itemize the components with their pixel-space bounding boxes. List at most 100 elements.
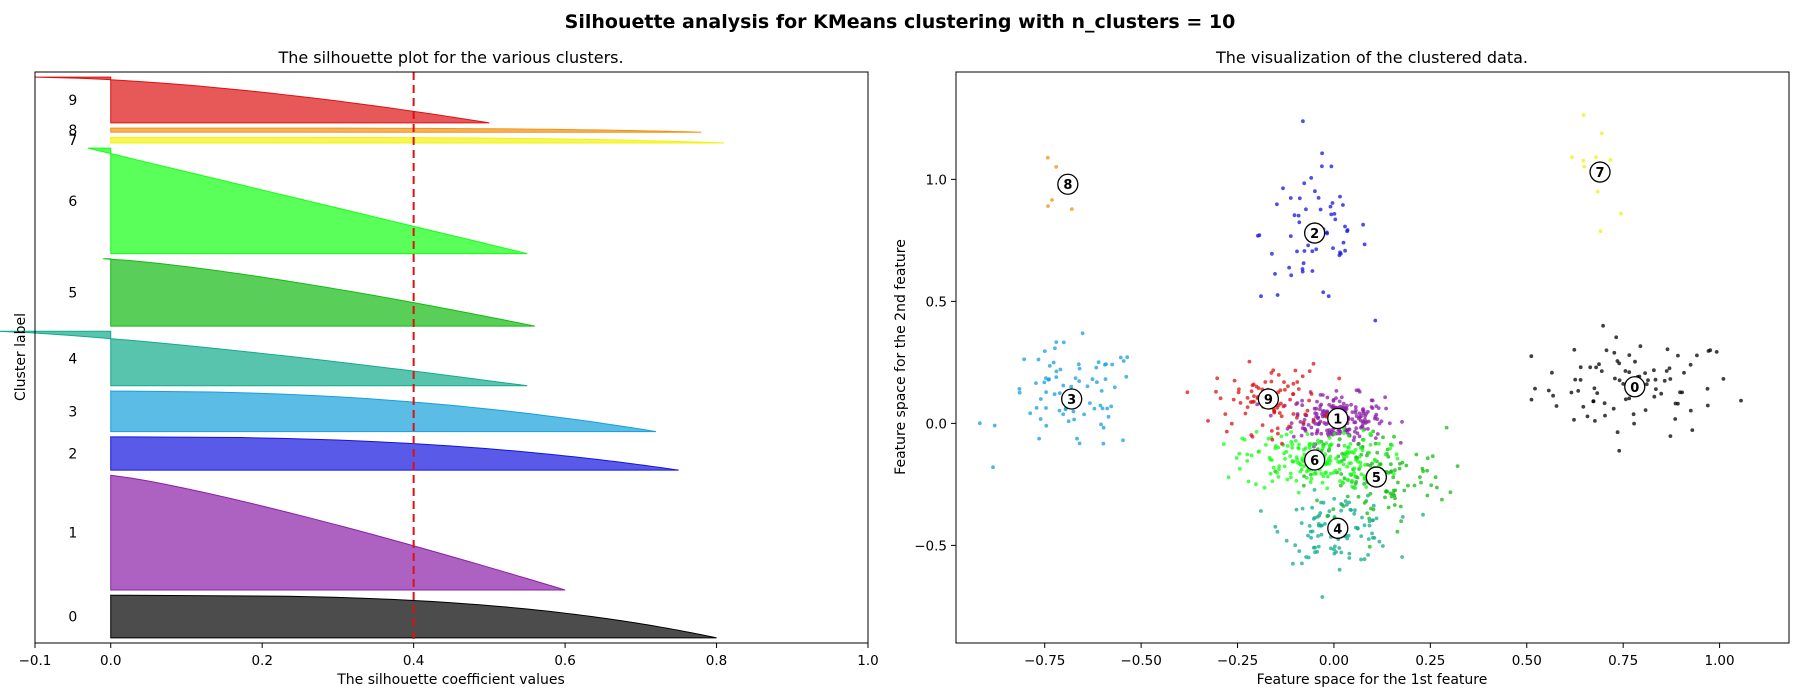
scatter-point-cluster-4 — [1349, 508, 1353, 512]
scatter-point-cluster-9 — [1249, 433, 1254, 437]
scatter-point-cluster-7 — [1595, 189, 1600, 194]
scatter-point-cluster-4 — [1337, 567, 1342, 572]
scatter-point-cluster-9 — [1232, 378, 1237, 383]
scatter-point-cluster-9 — [1293, 368, 1298, 373]
scatter-point-cluster-4 — [1291, 561, 1295, 566]
scatter-point-cluster-2 — [1310, 269, 1315, 273]
scatter-point-cluster-0 — [1550, 370, 1554, 375]
scatter-point-cluster-9 — [1269, 379, 1274, 384]
scatter-point-cluster-1 — [1369, 405, 1374, 409]
scatter-point-cluster-3 — [1071, 409, 1076, 414]
scatter-point-cluster-3 — [1038, 417, 1043, 421]
scatter-point-cluster-6 — [1332, 431, 1337, 436]
scatter-point-cluster-0 — [1627, 353, 1632, 357]
silhouette-cluster-label-0: 0 — [68, 610, 77, 626]
scatter-point-cluster-6 — [1361, 437, 1366, 442]
scatter-point-cluster-1 — [1366, 419, 1371, 424]
scatter-point-cluster-7 — [1598, 229, 1603, 234]
scatter-point-cluster-2 — [1328, 204, 1333, 209]
scatter-point-cluster-5 — [1345, 494, 1350, 499]
scatter-point-cluster-6 — [1254, 430, 1259, 434]
scatter-point-cluster-2 — [1270, 251, 1274, 256]
scatter-point-cluster-6 — [1266, 436, 1271, 441]
scatter-point-cluster-0 — [1682, 370, 1686, 375]
scatter-point-cluster-1 — [1359, 414, 1363, 419]
scatter-point-cluster-9 — [1278, 388, 1283, 393]
scatter-point-cluster-5 — [1301, 483, 1306, 488]
silhouette-plot-title: The silhouette plot for the various clus… — [277, 48, 623, 67]
scatter-x-tick-label: 0.50 — [1512, 653, 1542, 669]
scatter-point-cluster-5 — [1383, 495, 1387, 500]
scatter-point-cluster-1 — [1339, 404, 1343, 409]
scatter-point-cluster-6 — [1334, 456, 1338, 461]
cluster-center-marker-7 — [1589, 161, 1611, 183]
silhouette-cluster-7 — [110, 136, 725, 144]
scatter-point-cluster-0 — [1652, 368, 1656, 373]
scatter-point-cluster-9 — [1238, 401, 1243, 405]
scatter-point-cluster-0 — [1576, 389, 1581, 393]
scatter-point-cluster-3 — [1042, 380, 1047, 385]
scatter-point-cluster-3 — [1037, 436, 1041, 441]
cluster-center-label-4: 4 — [1333, 522, 1342, 537]
scatter-point-cluster-3 — [1118, 355, 1123, 360]
scatter-point-cluster-4 — [1300, 506, 1305, 511]
scatter-point-cluster-2 — [1313, 189, 1317, 194]
scatter-point-cluster-1 — [1321, 393, 1325, 397]
scatter-point-cluster-3 — [1103, 362, 1107, 367]
scatter-point-cluster-4 — [1347, 551, 1352, 556]
scatter-point-cluster-5 — [1384, 489, 1388, 494]
scatter-point-cluster-3 — [1069, 384, 1074, 389]
silhouette-cluster-label-3: 3 — [68, 404, 77, 420]
scatter-point-cluster-2 — [1318, 207, 1323, 212]
scatter-point-cluster-6 — [1337, 460, 1342, 465]
scatter-point-cluster-4 — [1377, 539, 1382, 544]
scatter-point-cluster-1 — [1350, 410, 1355, 414]
scatter-point-cluster-1 — [1306, 423, 1311, 427]
scatter-point-cluster-0 — [1593, 419, 1597, 423]
scatter-point-cluster-3 — [1053, 346, 1057, 351]
scatter-point-cluster-0 — [1633, 359, 1637, 364]
scatter-point-cluster-0 — [1615, 430, 1620, 435]
scatter-point-cluster-5 — [1369, 506, 1373, 511]
scatter-point-cluster-9 — [1185, 390, 1190, 395]
scatter-point-cluster-3 — [1082, 412, 1086, 417]
scatter-point-cluster-5 — [1425, 493, 1430, 498]
scatter-point-cluster-9 — [1269, 371, 1274, 375]
scatter-point-cluster-9 — [1300, 374, 1305, 379]
scatter-point-cluster-1 — [1400, 420, 1404, 424]
scatter-point-cluster-6 — [1285, 444, 1290, 448]
silhouette-cluster-8 — [110, 127, 702, 133]
scatter-point-cluster-3 — [1054, 340, 1059, 344]
scatter-point-cluster-1 — [1369, 398, 1374, 403]
scatter-point-cluster-2 — [1300, 269, 1305, 274]
scatter-point-cluster-3 — [1054, 369, 1059, 374]
scatter-point-cluster-4 — [1300, 561, 1304, 566]
scatter-point-cluster-2 — [1361, 222, 1365, 227]
silhouette-cluster-label-7: 7 — [68, 133, 77, 149]
cluster-center-marker-9 — [1257, 388, 1280, 410]
scatter-point-cluster-1 — [1337, 431, 1342, 436]
silhouette-x-tick-label: −0.1 — [19, 653, 52, 669]
scatter-point-cluster-8 — [1069, 207, 1074, 212]
silhouette-cluster-labels: 0 1 2 3 4 5 6 78 9 — [68, 93, 77, 625]
scatter-point-cluster-5 — [1386, 505, 1391, 510]
scatter-point-cluster-3 — [1077, 366, 1082, 371]
scatter-point-cluster-6 — [1341, 462, 1346, 467]
scatter-point-cluster-5 — [1399, 519, 1403, 524]
scatter-point-cluster-5 — [1339, 472, 1344, 476]
scatter-point-cluster-2 — [1275, 202, 1279, 207]
scatter-point-cluster-1 — [1387, 421, 1392, 426]
scatter-point-cluster-6 — [1237, 466, 1242, 471]
silhouette-cluster-label-6: 6 — [68, 194, 77, 210]
scatter-point-cluster-3 — [1044, 390, 1048, 394]
cluster-center-label-5: 5 — [1372, 471, 1381, 486]
silhouette-x-tick-label: 0.6 — [554, 653, 575, 669]
scatter-point-cluster-9 — [1291, 392, 1295, 397]
scatter-point-cluster-1 — [1373, 414, 1378, 419]
scatter-point-cluster-2 — [1331, 246, 1335, 251]
scatter-point-cluster-3 — [1101, 425, 1106, 430]
scatter-point-cluster-6 — [1321, 474, 1326, 479]
scatter-point-cluster-2 — [1341, 203, 1345, 207]
scatter-point-cluster-3 — [1094, 365, 1099, 370]
scatter-point-cluster-6 — [1357, 455, 1362, 459]
